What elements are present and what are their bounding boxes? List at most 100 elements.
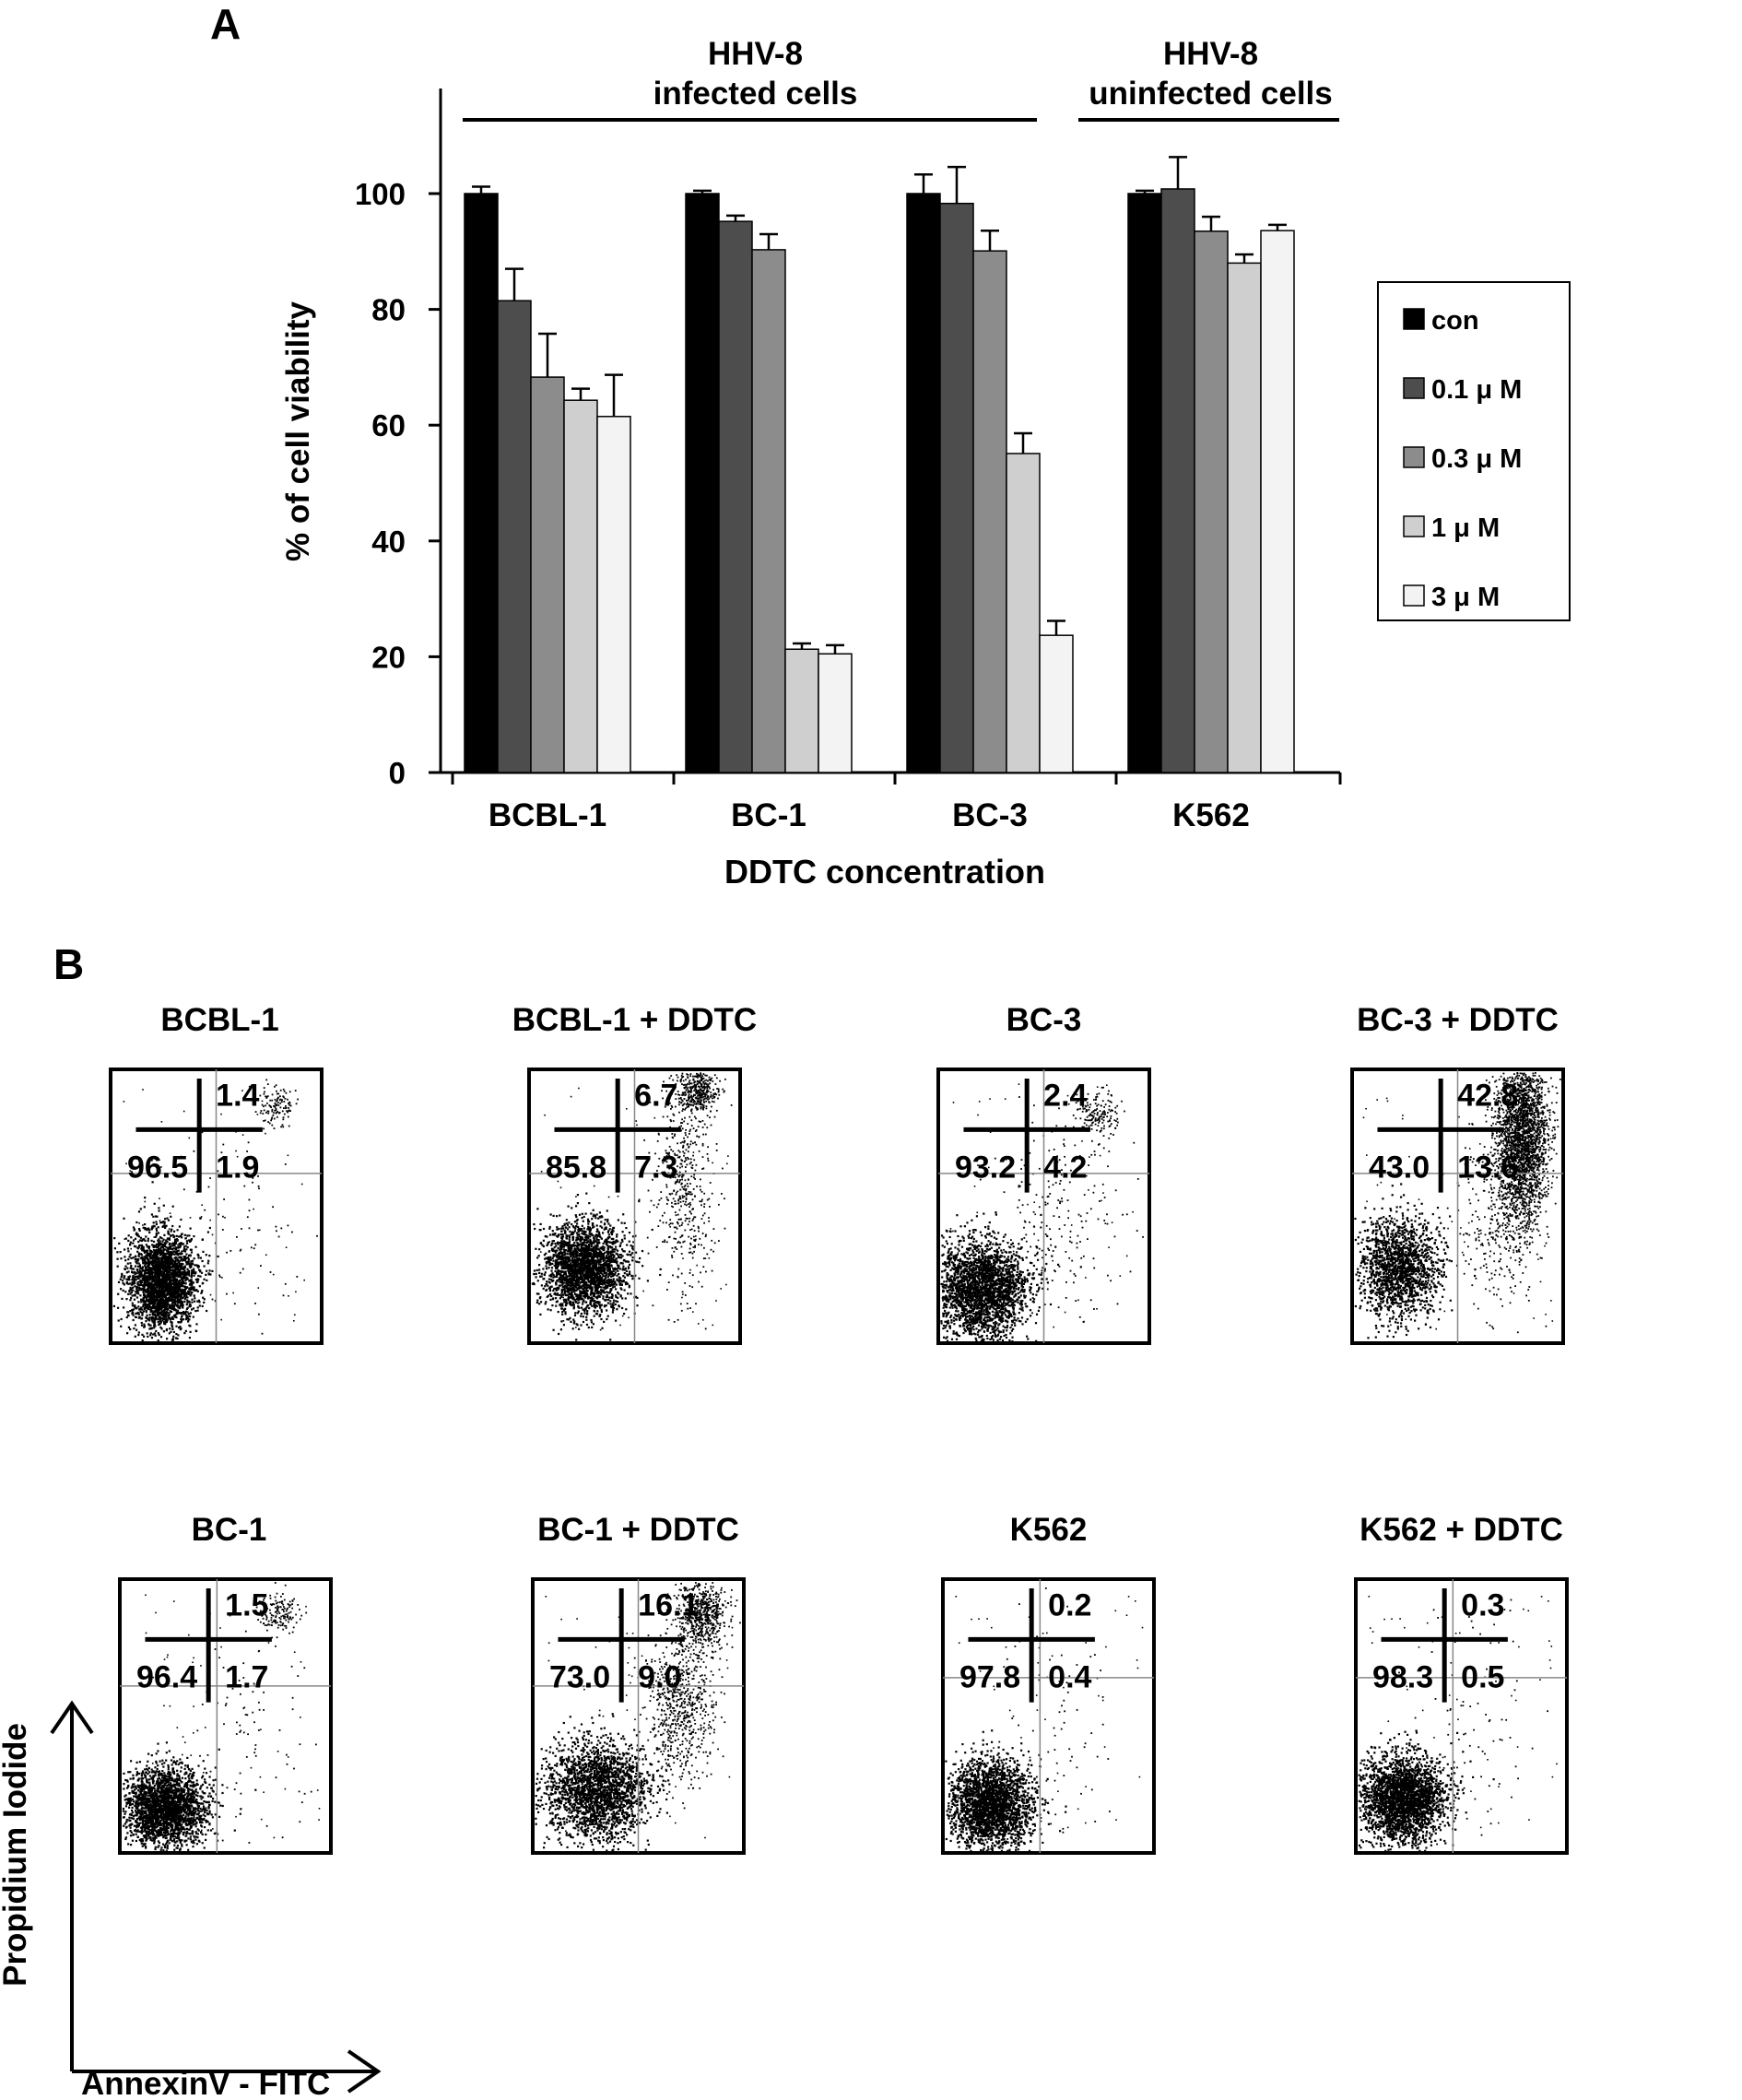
flow-dot (151, 1296, 154, 1299)
flow-dot (176, 1292, 179, 1294)
flow-dot (155, 1288, 158, 1291)
flow-dot (536, 1268, 538, 1271)
flow-dot (137, 1301, 140, 1304)
flow-dot (187, 1292, 190, 1295)
flow-dot (256, 1114, 259, 1115)
x-tick-label: BCBL-1 (488, 797, 606, 833)
flow-dot (182, 1313, 185, 1315)
upper-right-percent: 1.4 (216, 1078, 259, 1113)
flow-dot (577, 1245, 580, 1247)
flow-dot (141, 1333, 144, 1336)
flow-dot (260, 1110, 263, 1112)
flow-dot (154, 1291, 157, 1293)
flow-dot (179, 1312, 182, 1315)
y-tick-label: 0 (389, 756, 406, 790)
flow-dot (603, 1305, 606, 1308)
flow-dot (157, 1332, 159, 1335)
flow-dot (551, 1272, 554, 1275)
flow-dot (159, 1220, 161, 1221)
flow-dot (610, 1232, 613, 1234)
flow-dot (137, 1235, 140, 1238)
flow-dot (139, 1294, 142, 1297)
flow-dot (120, 1276, 123, 1279)
flow-dot (143, 1280, 147, 1283)
flow-dot (575, 1301, 578, 1304)
flow-dot (618, 1245, 621, 1247)
flow-dot (189, 1282, 192, 1285)
flow-dot (158, 1295, 160, 1298)
flow-dot (574, 1273, 577, 1276)
flow-dot (128, 1256, 131, 1258)
flow-dot (135, 1233, 137, 1235)
group-label-line: infected cells (653, 76, 858, 112)
flow-dot (614, 1271, 617, 1274)
flow-dot (160, 1251, 163, 1254)
flow-dot (296, 1276, 299, 1278)
flow-dot (583, 1241, 586, 1244)
flow-dot (155, 1264, 158, 1267)
flow-dot (163, 1244, 166, 1246)
flow-dot (583, 1246, 585, 1249)
flow-dot (168, 1316, 171, 1319)
flow-dot (536, 1280, 539, 1282)
flow-dot (535, 1272, 537, 1275)
flow-dot (149, 1327, 152, 1329)
flow-dot (154, 1215, 158, 1218)
flow-dot (163, 1295, 166, 1298)
flow-dot (171, 1228, 173, 1231)
flow-dot (555, 1283, 558, 1286)
flow-dot (189, 1291, 192, 1293)
flow-dot (169, 1327, 171, 1330)
flow-dot (211, 1298, 214, 1301)
flow-dot (607, 1222, 610, 1225)
flow-dot (163, 1280, 166, 1283)
flow-dot (169, 1318, 171, 1321)
flow-dot (591, 1304, 594, 1307)
flow-dot (165, 1261, 169, 1264)
flow-dot (257, 1287, 260, 1289)
flow-dot (616, 1233, 618, 1236)
flow-dot (203, 1301, 206, 1304)
flow-dot (601, 1273, 604, 1276)
flow-dot (176, 1275, 179, 1278)
flow-dot (140, 1298, 143, 1301)
flow-dot (287, 1154, 289, 1157)
flow-dot (276, 1230, 277, 1233)
flow-dot (137, 1313, 140, 1315)
flow-dot (604, 1240, 606, 1243)
flow-dot (587, 1220, 590, 1223)
flow-dot (178, 1271, 181, 1274)
flow-dot (198, 1301, 201, 1304)
flow-dot (147, 1318, 149, 1321)
flow-dot (182, 1295, 186, 1298)
flow-dot (606, 1291, 608, 1293)
flow-dot (193, 1257, 195, 1260)
flow-dot (538, 1268, 541, 1271)
flow-dot (167, 1247, 170, 1250)
flow-dot (261, 1100, 264, 1103)
flow-dot (169, 1310, 171, 1313)
flow-dot (277, 1098, 278, 1100)
flow-dot (150, 1288, 153, 1291)
flow-dot (176, 1309, 180, 1312)
flow-dot (153, 1332, 156, 1335)
flow-dot (149, 1288, 152, 1291)
flow-dot (171, 1258, 173, 1261)
flow-dot (247, 1141, 250, 1144)
flow-dot (130, 1289, 133, 1292)
flow-dot (571, 1327, 574, 1330)
flow-dot (136, 1246, 139, 1250)
flow-dot (180, 1155, 182, 1158)
flow-dot (618, 1256, 620, 1259)
flow-dot (595, 1304, 598, 1308)
flow-dot (135, 1232, 138, 1234)
flow-dot (183, 1311, 186, 1315)
flow-dot (172, 1264, 175, 1267)
flow-dot (277, 1104, 280, 1106)
flow-dot (534, 1227, 536, 1231)
flow-dot (276, 1103, 278, 1106)
flow-dot (148, 1270, 151, 1273)
flow-dot (600, 1286, 603, 1289)
flow-dot (134, 1276, 136, 1279)
flow-dot (158, 1317, 160, 1320)
